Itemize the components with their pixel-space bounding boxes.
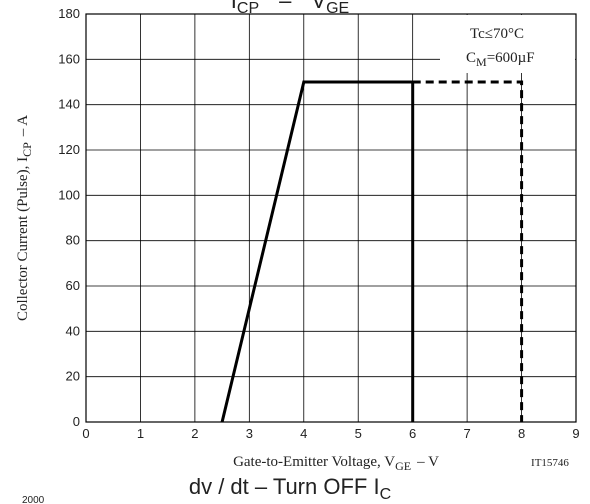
figure-code: IT15746 bbox=[531, 457, 569, 469]
annotation-cm-value: =600µF bbox=[487, 50, 535, 66]
x-tick-label: 0 bbox=[82, 426, 89, 441]
annotation-cm-sub: M bbox=[476, 55, 487, 69]
chart-title: ICP – VGE bbox=[231, 0, 349, 17]
y-tick-label: 80 bbox=[66, 233, 80, 248]
y-tick-label: 140 bbox=[58, 97, 80, 112]
y-tick-label: 120 bbox=[58, 142, 80, 157]
x-tick-label: 4 bbox=[300, 426, 307, 441]
y-label-sub: CP bbox=[20, 142, 34, 157]
title-v-sub: GE bbox=[326, 0, 349, 17]
annotation-cm: CM=600µF bbox=[466, 50, 535, 69]
y-tick-label: 0 bbox=[73, 414, 80, 429]
series-line-dashed bbox=[412, 80, 524, 422]
x-tick-label: 2 bbox=[191, 426, 198, 441]
title-i: I bbox=[231, 0, 237, 13]
y-label-unit: – A bbox=[15, 115, 31, 137]
x-tick-label: 3 bbox=[246, 426, 253, 441]
y-tick-label: 60 bbox=[66, 278, 80, 293]
tick-labels: 0 1 2 3 4 5 6 7 8 9 0 20 40 60 80 100 120 140 160 180 bbox=[58, 6, 579, 441]
title-v: V bbox=[311, 0, 326, 13]
x-label-text: Gate-to-Emitter Voltage, V bbox=[233, 454, 395, 470]
annotation-box bbox=[440, 15, 575, 73]
y-tick-label: 20 bbox=[66, 369, 80, 384]
x-tick-label: 6 bbox=[409, 426, 416, 441]
x-tick-label: 1 bbox=[137, 426, 144, 441]
caption-sub: C bbox=[380, 486, 392, 503]
y-tick-label: 100 bbox=[58, 187, 80, 202]
x-axis-label: Gate-to-Emitter Voltage, VGE – V bbox=[233, 454, 439, 473]
y-tick-label: 180 bbox=[58, 6, 80, 21]
x-tick-label: 5 bbox=[355, 426, 362, 441]
title-dash: – bbox=[279, 0, 292, 13]
title-i-sub: CP bbox=[237, 0, 259, 17]
caption: dv / dt – Turn OFF IC bbox=[189, 474, 391, 503]
grid-lines bbox=[86, 14, 576, 422]
x-tick-label: 9 bbox=[572, 426, 579, 441]
plot-series bbox=[220, 80, 524, 423]
annotation-cm-c: C bbox=[466, 50, 476, 66]
footer-number: 2000 bbox=[22, 495, 45, 504]
plot-frame bbox=[85, 13, 577, 423]
y-tick-label: 40 bbox=[66, 323, 80, 338]
series-line-solid bbox=[220, 80, 415, 423]
x-tick-label: 7 bbox=[463, 426, 470, 441]
x-tick-label: 8 bbox=[518, 426, 525, 441]
x-label-unit: – V bbox=[416, 454, 439, 470]
x-label-sub: GE bbox=[395, 459, 411, 473]
caption-text: dv / dt – Turn OFF I bbox=[189, 474, 380, 499]
y-label-text: Collector Current (Pulse), I bbox=[15, 157, 31, 321]
y-axis-label: Collector Current (Pulse), ICP – A bbox=[15, 115, 34, 321]
annotation-tc: Tc≤70°C bbox=[470, 26, 524, 42]
y-tick-label: 160 bbox=[58, 51, 80, 66]
